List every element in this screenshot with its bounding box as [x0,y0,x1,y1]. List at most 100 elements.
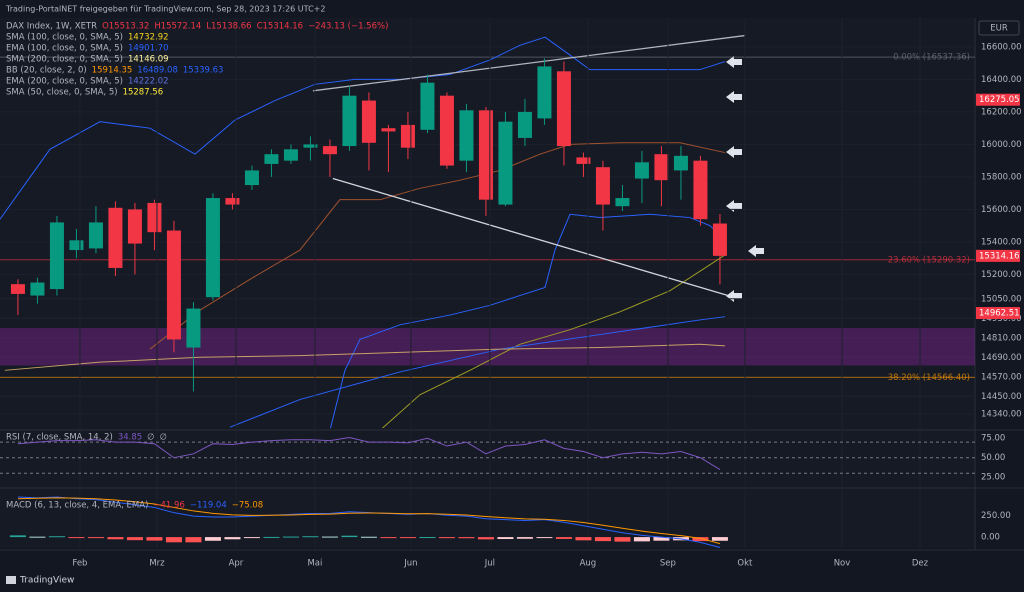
y-tick-label: 15400.00 [981,237,1022,247]
legend-value: 14732.92 [128,33,169,43]
macd-histogram-bar [399,537,416,539]
legend-value: −41.96 [153,501,184,511]
brand: TradingView [19,576,74,586]
candle-body [595,167,610,205]
candle-body [30,282,45,296]
arrow [726,56,742,68]
candle-body [478,110,493,200]
y-tick-label: 16200.00 [981,107,1022,117]
candle-body [108,207,123,268]
brand-logo [6,576,16,584]
candle-body [264,154,279,164]
candle-body [459,110,474,161]
macd-histogram-bar [458,537,475,539]
price-label: 14962.51 [979,309,1020,319]
candle-body [166,230,181,340]
macd-histogram-bar [711,537,728,541]
macd-pane [9,496,728,548]
x-tick-label: Mai [307,559,322,569]
indicator-line [4,343,726,371]
y-tick-label: 16400.00 [981,75,1022,85]
legend-label: BB (20, close, 2, 0) [6,66,87,76]
candle-body [283,149,298,161]
plot-background [0,18,975,548]
candle-body [225,198,240,205]
legend-label: EMA (100, close, 0, SMA, 5) [6,44,123,54]
indicator-line [330,213,726,428]
macd-histogram-bar [185,537,202,543]
y-tick-label: 14810.00 [981,333,1022,343]
candle-body [205,198,220,298]
candle-body [244,170,259,186]
candle-body [303,144,318,148]
macd-histogram-bar [204,537,221,541]
candle-body [400,124,415,148]
macd-tick-label: 250.00 [981,511,1011,521]
indicator-line [381,254,726,428]
currency-box[interactable] [978,20,1020,36]
candle-body [381,128,396,132]
signal-line [17,497,721,545]
macd-histogram-bar [594,537,611,542]
macd-histogram-bar [87,537,104,539]
legend-value: C15314.16 [257,22,304,32]
y-tick-label: 16600.00 [981,42,1022,52]
arrow [726,91,742,103]
macd-histogram-bar [282,536,299,538]
candle-body [361,100,376,143]
y-tick-label: 14570.00 [981,372,1022,382]
macd-histogram-bar [419,537,436,539]
candle-body [634,162,649,179]
legend-value: O15513.32 [102,22,149,32]
currency[interactable]: EUR [990,24,1008,34]
legend-value: ∅ [147,433,154,443]
x-tick-label: Sep [660,559,676,569]
legend-label: SMA (200, close, 0, SMA, 5) [6,55,123,65]
macd-histogram-bar [126,537,143,541]
price-label-box [976,307,1020,320]
candle-body [537,66,552,119]
rsi-tick-label: 50.00 [981,453,1005,463]
macd-histogram-bar [380,537,397,539]
candle-body [439,95,454,166]
arrow [726,146,742,158]
legend-label: SMA (50, close, 0, SMA, 5) [6,88,118,98]
candle-body [712,223,727,256]
macd-histogram-bar [536,537,553,539]
price-label: 15314.16 [979,251,1020,261]
rsi-tick-label: 25.00 [981,473,1005,483]
macd-histogram-bar [321,536,338,538]
candle-body [342,95,357,147]
candle-body [147,202,162,233]
legend-label: RSI (7, close, SMA, 14, 2) [6,433,113,443]
arrow [748,245,764,257]
legend-value: H15572.14 [154,22,201,32]
candle-body [556,71,571,147]
rsi-tick-label: 75.00 [981,434,1005,444]
x-tick-label: Dez [912,559,929,569]
y-tick-label: 15050.00 [981,294,1022,304]
legend-value: 15287.56 [123,88,164,98]
legend-value: L15138.66 [206,22,251,32]
macd-histogram-bar [438,537,455,539]
legend-label: EMA (200, close, 0, SMA, 5) [6,77,123,87]
legend-value: 15914.35 [92,66,133,76]
macd-histogram-bar [243,537,260,539]
candle-body [498,121,513,205]
macd-histogram-bar [107,537,124,540]
candle-body [420,82,435,130]
legend-value: −75.08 [232,501,263,511]
x-tick-label: Mrz [149,559,165,569]
y-tick-label: 15600.00 [981,205,1022,215]
y-tick-label: 16000.00 [981,140,1022,150]
macd-histogram-bar [653,537,670,541]
rsi-line [17,436,721,470]
legend-value: 34.85 [118,433,142,443]
macd-histogram-bar [633,537,650,542]
candle-body [49,222,64,290]
x-tick-label: Okt [737,559,753,569]
price-label-box [976,249,1020,262]
trend-line [332,177,729,297]
macd-histogram-bar [555,537,572,539]
